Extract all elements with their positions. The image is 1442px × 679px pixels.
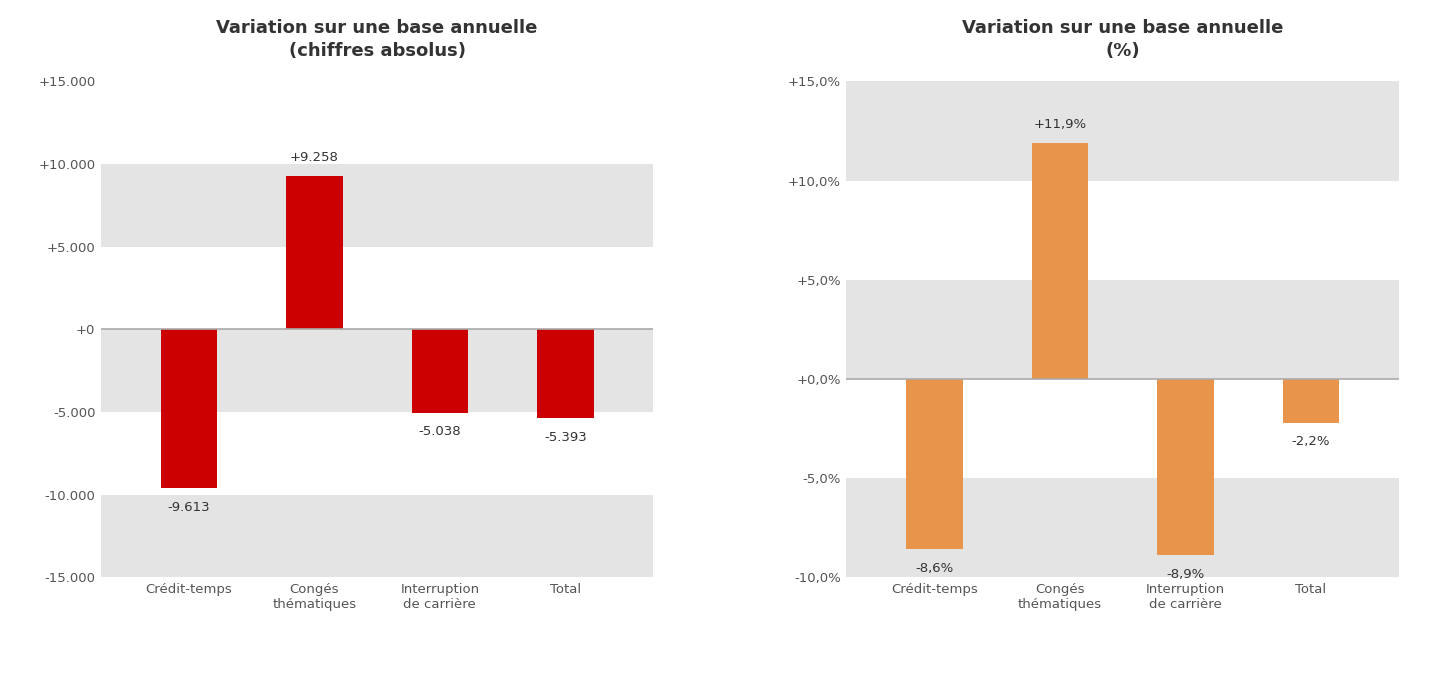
Bar [1282,379,1340,422]
Text: +9.258: +9.258 [290,151,339,164]
Bar [160,329,218,488]
Bar [846,379,1399,478]
Text: -8,9%: -8,9% [1167,568,1204,581]
Bar [846,478,1399,577]
Bar [846,280,1399,379]
Bar [286,177,343,329]
Bar [536,329,594,418]
Text: -8,6%: -8,6% [916,562,953,575]
Bar [411,329,469,413]
Bar [906,379,963,549]
Text: -5.038: -5.038 [418,425,461,438]
Bar [101,329,653,412]
Bar [101,246,653,329]
Text: +11,9%: +11,9% [1034,117,1086,130]
Text: -5.393: -5.393 [544,430,587,444]
Text: -2,2%: -2,2% [1292,435,1330,448]
Bar [1031,143,1089,379]
Text: -9.613: -9.613 [167,500,211,513]
Bar [101,164,653,246]
Title: Variation sur une base annuelle
(%): Variation sur une base annuelle (%) [962,19,1283,60]
Bar [101,412,653,494]
Bar [101,494,653,577]
Title: Variation sur une base annuelle
(chiffres absolus): Variation sur une base annuelle (chiffre… [216,19,538,60]
Bar [1156,379,1214,555]
Bar [101,81,653,164]
Bar [846,181,1399,280]
Bar [846,81,1399,181]
